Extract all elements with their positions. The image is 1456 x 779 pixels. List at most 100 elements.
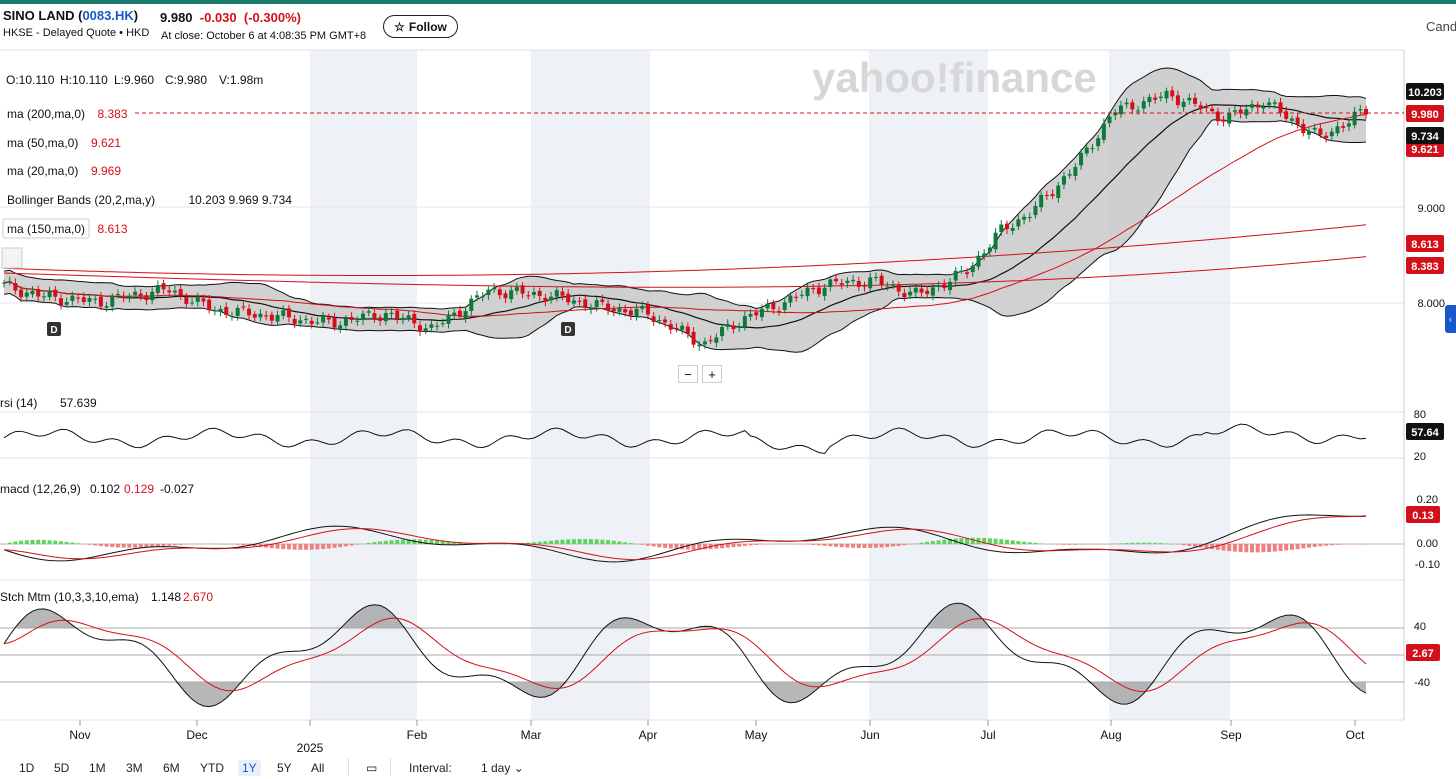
range-button-all[interactable]: All	[311, 761, 325, 775]
macd-hist-bar	[110, 544, 115, 548]
macd-hist-bar	[13, 541, 18, 544]
macd-hist-value: -0.027	[160, 482, 194, 496]
candle-body	[657, 320, 662, 322]
macd-hist-bar	[201, 543, 206, 545]
candle-body	[252, 314, 257, 318]
candle-body	[1232, 110, 1237, 112]
macd-hist-bar	[440, 540, 445, 544]
candle-body	[782, 302, 787, 310]
candle-body	[1067, 174, 1072, 176]
macd-hist-bar	[1004, 539, 1009, 544]
plus-icon: +	[708, 366, 716, 382]
candle-body	[1084, 147, 1089, 154]
macd-hist-bar	[87, 544, 92, 545]
macd-hist-bar	[98, 544, 103, 547]
candle-body	[1050, 194, 1055, 197]
macd-hist-bar	[885, 544, 890, 548]
range-button-1y[interactable]: 1Y	[238, 760, 261, 776]
candle-body	[1312, 127, 1317, 130]
candle-body	[480, 296, 485, 298]
macd-hist-bar	[714, 544, 719, 549]
candle-body	[982, 253, 987, 257]
dividend-marker	[47, 322, 61, 336]
interval-dropdown[interactable]: 1 day ⌄	[481, 761, 524, 775]
macd-hist-bar	[1341, 544, 1346, 545]
chart-type-selector[interactable]: Cand	[1426, 19, 1456, 34]
candle-body	[361, 313, 366, 321]
rsi-line	[3, 423, 1367, 455]
range-button-6m[interactable]: 6M	[163, 761, 180, 775]
candle-body	[144, 295, 149, 301]
candle-body	[828, 279, 833, 287]
follow-button[interactable]: ☆ Follow	[383, 15, 458, 38]
range-button-5y[interactable]: 5Y	[277, 761, 292, 775]
x-axis-month-label: Jun	[860, 728, 879, 742]
macd-hist-bar	[372, 542, 377, 544]
price-badge-bg	[1406, 257, 1444, 274]
range-button-3m[interactable]: 3M	[126, 761, 143, 775]
candle-body	[1096, 138, 1101, 147]
macd-hist-bar	[794, 543, 799, 545]
candle-body	[794, 296, 799, 298]
zoom-in-button[interactable]: +	[702, 365, 722, 383]
macd-hist-bar	[172, 544, 177, 546]
x-axis-month-label: Oct	[1346, 728, 1365, 742]
macd-hist-bar	[851, 544, 856, 548]
candle-body	[970, 265, 975, 273]
range-button-ytd[interactable]: YTD	[200, 761, 224, 775]
chevron-left-icon[interactable]: ‹	[1445, 305, 1456, 333]
stch-signal-line	[3, 617, 1367, 693]
macd-signal-value: 0.129	[124, 482, 154, 496]
candle-body	[617, 308, 622, 312]
ticker-link[interactable]: 0083.HK	[82, 8, 134, 23]
macd-hist-bar	[611, 540, 616, 544]
candle-body	[150, 291, 155, 301]
macd-hist-bar	[395, 539, 400, 544]
ma200-line	[3, 256, 1367, 288]
macd-hist-bar	[725, 544, 730, 548]
indicator-name: ma (20,ma,0)	[7, 164, 78, 178]
candle-body	[1284, 111, 1289, 119]
candle-body	[799, 294, 804, 296]
candle-body	[811, 287, 816, 290]
stch-line	[3, 602, 1367, 708]
ohlcv-v: V:1.98m	[219, 73, 263, 87]
macd-hist-bar	[155, 544, 160, 547]
candle-body	[571, 300, 576, 304]
macd-hist-bar	[349, 544, 354, 546]
candle-body	[879, 275, 884, 285]
stock-chart[interactable]: yahoo!finance D D O:10.110 H:10.110 L:9.960 C:…	[0, 48, 1456, 758]
candle-body	[1227, 112, 1232, 124]
candle-body	[1101, 123, 1106, 140]
macd-hist-bar	[999, 539, 1004, 544]
calendar-icon[interactable]: ▭	[366, 761, 378, 775]
macd-hist-bar	[531, 542, 536, 544]
candle-body	[1352, 111, 1357, 126]
candle-body	[537, 290, 542, 296]
macd-hist-bar	[321, 544, 326, 549]
candle-body	[275, 315, 280, 322]
candle-body	[178, 289, 183, 296]
macd-hist-bar	[36, 539, 41, 544]
candle-body	[36, 289, 41, 297]
range-button-1d[interactable]: 1D	[19, 761, 35, 775]
macd-hist-bar	[1016, 540, 1021, 544]
macd-hist-bar	[81, 544, 86, 545]
range-button-5d[interactable]: 5D	[54, 761, 70, 775]
candle-body	[1193, 97, 1198, 104]
macd-hist-bar	[896, 544, 901, 546]
x-axis-month-label: Feb	[407, 728, 428, 742]
zoom-out-button[interactable]: −	[678, 365, 698, 383]
range-button-1m[interactable]: 1M	[89, 761, 106, 775]
macd-hist-bar	[571, 539, 576, 544]
candle-body	[645, 304, 650, 315]
macd-hist-bar	[1101, 544, 1106, 545]
macd-hist-bar	[241, 544, 246, 546]
macd-hist-bar	[1301, 544, 1306, 549]
macd-hist-bar	[1227, 544, 1232, 552]
candle-body	[959, 270, 964, 272]
candle-body	[651, 316, 656, 322]
candle-body	[138, 293, 143, 297]
macd-hist-bar	[913, 543, 918, 545]
macd-hist-bar	[338, 544, 343, 548]
